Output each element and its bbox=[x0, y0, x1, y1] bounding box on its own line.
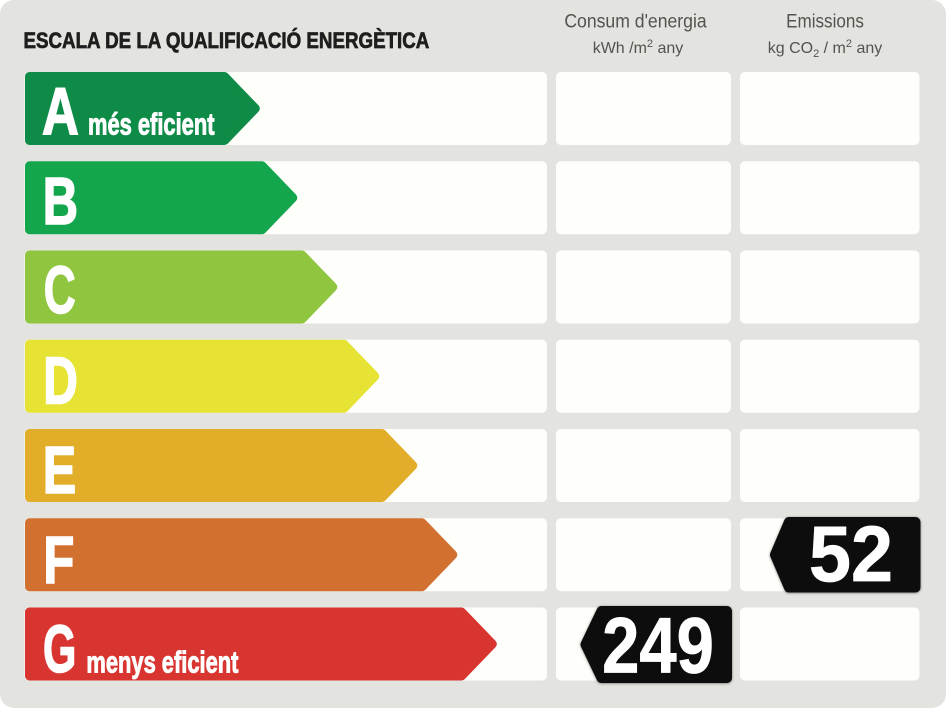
svg-text:C: C bbox=[44, 254, 76, 328]
svg-text:ESCALA DE LA QUALIFICACIÓ ENER: ESCALA DE LA QUALIFICACIÓ ENERGÈTICA bbox=[24, 28, 430, 54]
svg-text:249: 249 bbox=[602, 601, 714, 689]
svg-text:B: B bbox=[43, 165, 78, 239]
svg-text:52: 52 bbox=[809, 510, 893, 598]
svg-text:kg CO2 / m2 any: kg CO2 / m2 any bbox=[768, 38, 883, 60]
svg-text:G: G bbox=[43, 611, 76, 686]
svg-text:kWh /m2 any: kWh /m2 any bbox=[593, 38, 684, 57]
svg-text:D: D bbox=[43, 344, 78, 419]
svg-text:menys eficient: menys eficient bbox=[86, 645, 238, 680]
svg-text:més eficient: més eficient bbox=[88, 107, 215, 142]
svg-text:F: F bbox=[43, 522, 74, 597]
svg-text:A: A bbox=[42, 74, 79, 149]
svg-text:E: E bbox=[43, 432, 77, 508]
svg-text:Emissions: Emissions bbox=[786, 11, 864, 32]
svg-text:Consum d'energia: Consum d'energia bbox=[564, 10, 707, 32]
